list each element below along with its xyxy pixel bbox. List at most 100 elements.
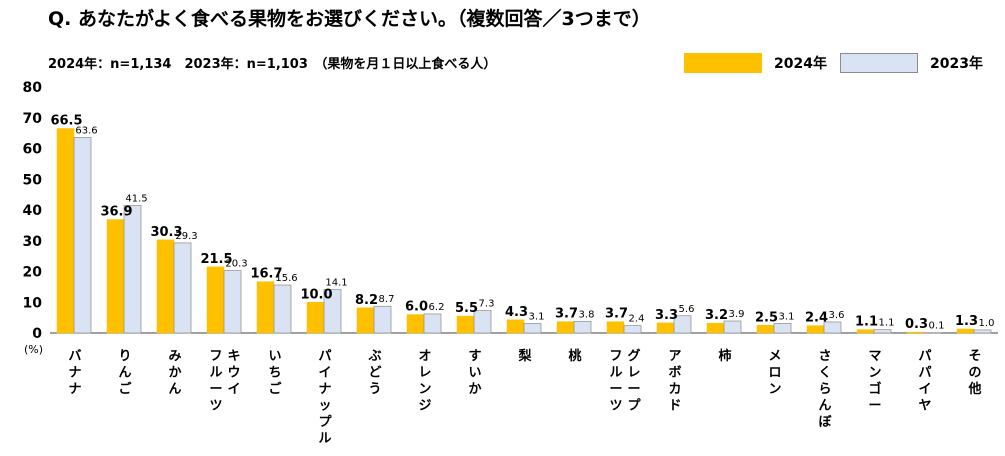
data-label-2024: 2.5 (755, 310, 778, 325)
bar-2023 (973, 329, 992, 334)
category-label: フルーツ (209, 349, 222, 414)
category-label: いちご (268, 349, 282, 397)
data-label-2023: 6.2 (429, 302, 445, 313)
bar-2024 (706, 322, 725, 334)
category-label: 桃 (568, 348, 581, 364)
category-label: グレープ (627, 348, 641, 414)
data-label-2023: 1.0 (979, 318, 995, 329)
bar-2024 (356, 307, 375, 334)
category-label: すいか (468, 349, 481, 397)
data-label-2023: 3.8 (579, 309, 595, 320)
data-label-2023: 2.4 (629, 314, 645, 325)
y-tick-label: 40 (23, 203, 43, 219)
data-label-2024: 36.9 (100, 205, 132, 220)
data-label-2023: 15.6 (275, 273, 297, 284)
bar-2023 (73, 137, 92, 334)
data-label-2023: 14.1 (325, 278, 347, 289)
category-label: アボカド (668, 349, 681, 414)
data-label-2024: 0.3 (905, 317, 928, 332)
category-label: パイナップル (318, 349, 332, 447)
data-label-2023: 0.1 (929, 321, 945, 332)
category-label: フルーツ (609, 349, 622, 414)
bar-2024 (956, 328, 975, 334)
data-label-2023: 3.6 (829, 310, 845, 321)
data-label-2024: 16.7 (250, 267, 282, 282)
bar-2024 (806, 325, 825, 334)
data-label-2023: 3.1 (529, 311, 545, 322)
data-label-2023: 29.3 (175, 231, 197, 242)
legend-item-2024: 2024年 (684, 52, 827, 74)
bar-2023 (773, 323, 792, 334)
data-label-2023: 20.3 (225, 259, 247, 270)
data-label-2024: 8.2 (355, 293, 378, 308)
y-tick-label: 60 (23, 142, 43, 158)
data-label-2024: 66.5 (50, 114, 82, 129)
category-label: りんご (118, 349, 132, 397)
bar-2024 (906, 331, 925, 334)
category-label: 柿 (718, 348, 731, 364)
category-label: さくらんぼ (818, 349, 832, 430)
category-label: マンゴー (868, 349, 881, 414)
legend-label-2023: 2023年 (930, 56, 983, 72)
y-tick-label: 0 (32, 326, 42, 342)
legend-swatch-2024 (684, 53, 762, 73)
y-tick-label: 30 (23, 234, 43, 250)
y-tick-label: 70 (23, 111, 43, 127)
bar-2023 (173, 242, 192, 334)
bar-2024 (106, 219, 125, 334)
data-label-2024: 3.2 (705, 308, 728, 323)
y-tick-label: 80 (23, 80, 43, 96)
data-label-2024: 6.0 (405, 300, 428, 315)
category-label: メロン (768, 349, 781, 397)
data-label-2023: 41.5 (125, 193, 147, 204)
bar-2023 (623, 325, 642, 334)
bar-2023 (223, 270, 242, 334)
category-label: キウイ (227, 349, 240, 397)
bar-2024 (606, 321, 625, 334)
bar-2023 (823, 321, 842, 334)
bar-2023 (373, 305, 392, 334)
data-label-2023: 5.6 (679, 304, 695, 315)
category-label: オレンジ (418, 349, 431, 414)
legend-swatch-2023 (840, 53, 918, 73)
bar-2023 (523, 323, 542, 334)
bar-2023 (473, 310, 492, 334)
data-label-2023: 1.1 (879, 318, 895, 329)
category-label: 梨 (517, 348, 532, 364)
data-label-2024: 30.3 (150, 225, 182, 240)
data-label-2024: 3.7 (555, 307, 578, 322)
data-label-2024: 21.5 (200, 252, 232, 267)
bar-2023 (573, 320, 592, 334)
bar-2024 (506, 319, 525, 334)
data-label-2023: 8.7 (379, 294, 395, 305)
bar-2023 (673, 315, 692, 334)
bar-2023 (423, 313, 442, 334)
bar-2024 (456, 315, 475, 334)
y-tick-label: 10 (23, 295, 43, 311)
bar-2024 (756, 325, 775, 334)
y-axis-unit: (%) (24, 343, 43, 356)
bar-2023 (723, 320, 742, 334)
data-label-2024: 3.7 (605, 307, 628, 322)
legend-item-2023: 2023年 (840, 52, 983, 74)
bar-2024 (306, 302, 325, 334)
bar-2024 (256, 281, 275, 334)
data-label-2024: 10.0 (300, 287, 332, 302)
data-label-2024: 1.1 (855, 315, 878, 330)
data-label-2024: 2.4 (805, 311, 828, 326)
y-tick-label: 20 (23, 265, 43, 281)
data-label-2024: 1.3 (955, 314, 978, 329)
bar-2023 (123, 205, 142, 334)
page-title: Q. あなたがよく食べる果物をお選びください。（複数回答／3つまで） (48, 8, 651, 30)
category-label: バナナ (68, 349, 81, 397)
bar-2024 (856, 329, 875, 334)
y-tick-label: 50 (23, 172, 43, 188)
category-label: ぶどう (367, 349, 381, 397)
bar-2023 (273, 284, 292, 334)
data-label-2024: 3.3 (655, 308, 678, 323)
data-label-2023: 3.1 (779, 311, 795, 322)
category-label: その他 (967, 349, 981, 397)
category-label: パパイヤ (918, 349, 931, 414)
bar-2024 (656, 322, 675, 334)
